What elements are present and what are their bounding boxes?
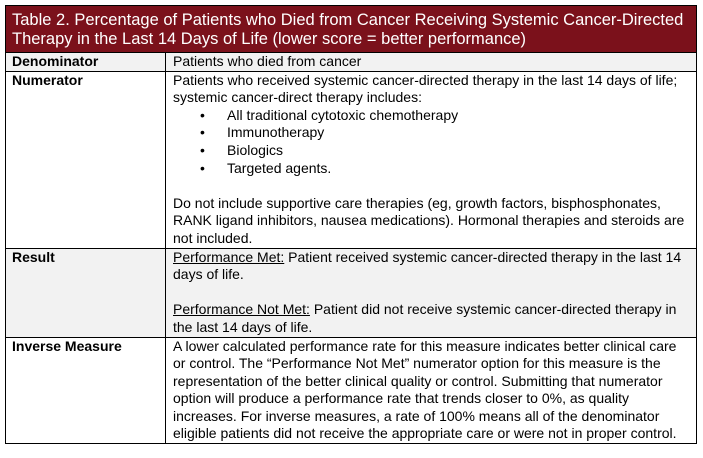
list-item: Immunotherapy [200,124,690,142]
table-row-inverse-measure: Inverse Measure A lower calculated perfo… [6,337,696,444]
performance-met: Performance Met: Patient received system… [173,249,690,284]
row-value: Patients who died from cancer [173,53,362,69]
performance-not-met: Performance Not Met: Patient did not rec… [173,301,690,336]
numerator-note: Do not include supportive care therapies… [173,194,685,246]
performance-met-text: Patient received systemic cancer-directe… [173,248,682,283]
numerator-intro: Patients who received systemic cancer-di… [173,71,678,106]
list-item: Biologics [200,142,690,160]
table-row-result: Result Performance Met: Patient received… [6,248,696,338]
row-label: Result [6,248,166,337]
row-label: Inverse Measure [6,337,166,444]
row-value: Patients who received systemic cancer-di… [166,72,696,248]
performance-not-met-label: Performance Not Met: [173,301,310,318]
list-item: All traditional cytotoxic chemotherapy [200,107,690,125]
table-row-denominator: Denominator Patients who died from cance… [6,53,696,72]
measure-table: Table 2. Percentage of Patients who Died… [5,5,697,445]
table-row-numerator: Numerator Patients who received systemic… [6,71,696,249]
performance-not-met-text: Patient did not receive systemic cancer-… [173,301,677,335]
row-value: Performance Met: Patient received system… [166,249,696,337]
row-label: Numerator [6,71,166,248]
performance-met-label: Performance Met: [173,248,285,265]
row-value: A lower calculated performance rate for … [173,337,677,442]
list-item: Targeted agents. [200,160,690,178]
table-title: Table 2. Percentage of Patients who Died… [6,6,696,53]
row-label: Denominator [6,53,166,71]
therapy-list: All traditional cytotoxic chemotherapy I… [173,107,690,177]
